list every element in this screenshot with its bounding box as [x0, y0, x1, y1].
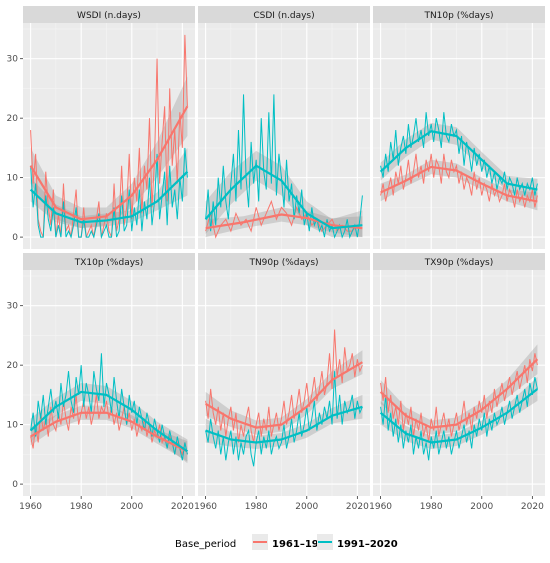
facet-panels: WSDI (n.days) 0 10 20 30 CSDI (n.days) TN10p (…	[7, 6, 545, 512]
y-tick-label: 10	[7, 421, 19, 431]
panel-csdi-n-days: CSDI (n.days)	[198, 6, 370, 249]
panel-tn10p-days: TN10p (%days)	[373, 6, 545, 249]
strip-background	[198, 253, 370, 270]
strip-label: TX10p (%days)	[74, 258, 144, 268]
panel-tx90p-days: TX90p (%days) 1960 1980 2000 2020	[369, 253, 545, 512]
x-tick-label: 2020	[171, 502, 194, 512]
trend-line-1961-1990	[205, 213, 363, 230]
confidence-band-1991-2020	[30, 147, 188, 229]
strip-label: TX90p (%days)	[424, 258, 494, 268]
confidence-band-1991-2020	[205, 150, 363, 238]
x-tick-label: 1960	[19, 502, 42, 512]
strip-label: WSDI (n.days)	[77, 11, 141, 21]
y-tick-label: 30	[7, 55, 19, 65]
x-tick-label: 1960	[369, 502, 392, 512]
trend-line-1991-2020	[29, 390, 189, 453]
x-tick-label: 2020	[521, 502, 544, 512]
strip-background	[198, 6, 370, 23]
confidence-band-1991-2020	[380, 122, 538, 201]
gridlines	[373, 23, 545, 249]
trend-line-1991-2020	[29, 170, 189, 224]
x-tick-label: 1980	[70, 502, 93, 512]
x-tick-label: 2020	[346, 502, 369, 512]
plot-background	[198, 23, 370, 249]
series-layer	[379, 344, 539, 461]
series-layer	[29, 353, 189, 464]
y-tick-label: 0	[12, 480, 18, 490]
confidence-band-1961-1990	[30, 76, 188, 229]
x-tick-label: 1980	[420, 502, 443, 512]
panel-wsdi-n-days: WSDI (n.days) 0 10 20 30	[7, 6, 195, 249]
raw-line-1991-2020	[205, 94, 363, 239]
trend-line-1991-2020	[204, 164, 363, 230]
plot-background	[23, 270, 195, 496]
gridlines	[373, 270, 545, 496]
raw-line-1961-1990	[205, 329, 363, 443]
y-tick-label: 0	[12, 233, 18, 243]
raw-line-1991-2020	[30, 147, 188, 240]
trend-line-1991-2020	[379, 388, 539, 444]
series-layer	[204, 94, 363, 239]
strip-background	[373, 6, 545, 23]
panel-tn90p-days: TN90p (%days) 1960 1980 2000 2020	[194, 253, 370, 512]
raw-line-1961-1990	[30, 394, 188, 457]
series-layer	[205, 329, 363, 467]
x-tick-label: 2000	[295, 502, 318, 512]
legend: Base_period 1961–1990 1991–2020	[175, 534, 398, 550]
plot-background	[373, 23, 545, 249]
trend-line-1961-1990	[379, 358, 539, 429]
legend-title: Base_period	[175, 539, 236, 550]
series-layer	[29, 34, 189, 240]
confidence-band-1961-1990	[205, 350, 363, 435]
raw-line-1961-1990	[380, 153, 538, 208]
raw-line-1961-1990	[205, 199, 363, 239]
trend-line-1961-1990	[30, 411, 188, 453]
x-tick-label: 2000	[470, 502, 493, 512]
series-layer	[379, 112, 538, 211]
strip-label: TN10p (%days)	[423, 11, 493, 21]
y-tick-label: 30	[7, 302, 19, 312]
trend-line-1961-1990	[205, 361, 363, 429]
confidence-band-1991-2020	[205, 394, 363, 450]
raw-line-1961-1990	[30, 34, 188, 238]
strip-background	[373, 253, 545, 270]
legend-label-1991-2020: 1991–2020	[337, 539, 398, 550]
strip-label: TN90p (%days)	[248, 258, 318, 268]
trend-line-1991-2020	[205, 405, 363, 444]
y-tick-label: 20	[7, 114, 19, 124]
legend-key-1961-1990	[252, 534, 268, 550]
strip-label: CSDI (n.days)	[253, 11, 314, 21]
strip-background	[23, 6, 195, 23]
raw-line-1991-2020	[380, 112, 538, 196]
y-tick-label: 10	[7, 174, 19, 184]
x-tick-label: 2000	[120, 502, 143, 512]
x-tick-label: 1980	[245, 502, 268, 512]
y-tick-label: 20	[7, 361, 19, 371]
legend-key-1991-2020	[317, 534, 333, 550]
trend-line-1991-2020	[379, 130, 538, 191]
plot-background	[198, 270, 370, 496]
trend-line-1961-1990	[29, 105, 189, 221]
legend-label-1961-1990: 1961–1990	[272, 539, 333, 550]
strip-background	[23, 253, 195, 270]
plot-background	[373, 270, 545, 496]
trend-line-1961-1990	[380, 165, 538, 203]
x-tick-label: 1960	[194, 502, 217, 512]
gridlines	[198, 23, 370, 249]
panel-tx10p-days: TX10p (%days) 0 10 20 30 1960 1980 2000 2020	[7, 253, 195, 512]
confidence-band-1991-2020	[30, 383, 188, 464]
